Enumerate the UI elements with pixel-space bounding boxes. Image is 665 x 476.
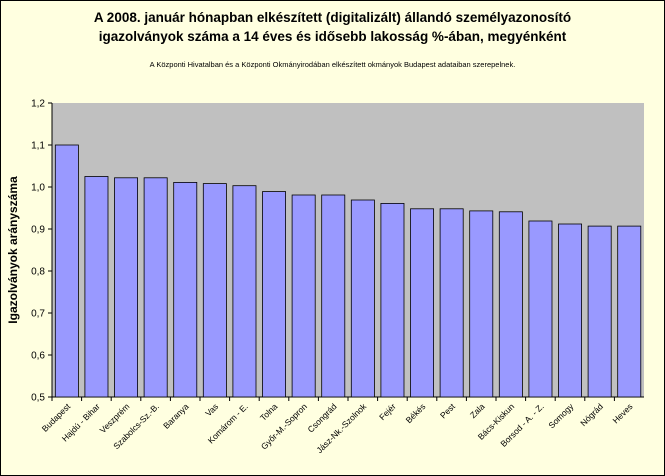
chart-title-line-2: igazolványok száma a 14 éves és idősebb … [98, 29, 567, 44]
x-tick-label: Zala [468, 401, 487, 420]
x-tick-label: Nógrád [578, 401, 605, 428]
chart-title: A 2008. január hónapban elkészített (dig… [0, 8, 665, 46]
x-tick-label: Baranya [161, 401, 191, 431]
x-tick-label: Tolna [258, 401, 280, 423]
bar [439, 208, 464, 398]
bar [114, 177, 139, 398]
bar [143, 177, 168, 398]
y-tick-label: 1,0 [31, 183, 45, 194]
y-tick-label: 1,1 [31, 141, 45, 152]
x-tick-label: Heves [611, 401, 635, 425]
y-tick-label: 0,9 [31, 225, 45, 236]
bar [202, 183, 227, 398]
y-tick-label: 0,7 [31, 309, 45, 320]
y-tick-label: 1,2 [31, 99, 45, 110]
bar [84, 176, 109, 398]
bar [617, 225, 642, 398]
x-tick-label: Pest [438, 401, 458, 421]
x-tick-label: Vas [203, 401, 220, 418]
bar [321, 194, 346, 398]
plot-area [52, 103, 644, 397]
x-tick-label: Somogy [546, 401, 576, 431]
bar [587, 225, 612, 398]
bar [380, 202, 405, 398]
y-tick-label: 0,8 [31, 267, 45, 278]
x-tick-label: Békés [404, 401, 428, 425]
bar [498, 211, 523, 398]
chart-title-line-1: A 2008. január hónapban elkészített (dig… [93, 10, 572, 25]
y-axis-label: Igazolványok arányszáma [6, 176, 20, 324]
bar [291, 194, 316, 398]
bar [262, 191, 287, 398]
chart-subtitle: A Központi Hivatalban és a Központi Okmá… [149, 60, 516, 69]
bar [173, 181, 198, 398]
y-tick-label: 0,6 [31, 351, 45, 362]
x-tick-label: Fejér [377, 401, 398, 422]
bar [54, 144, 79, 398]
bar [232, 185, 257, 398]
bar [410, 208, 435, 398]
bar [558, 223, 583, 398]
bars [54, 144, 642, 398]
bar [528, 220, 553, 398]
bar [350, 199, 375, 398]
bar [469, 210, 494, 398]
y-tick-label: 0,5 [31, 393, 45, 404]
